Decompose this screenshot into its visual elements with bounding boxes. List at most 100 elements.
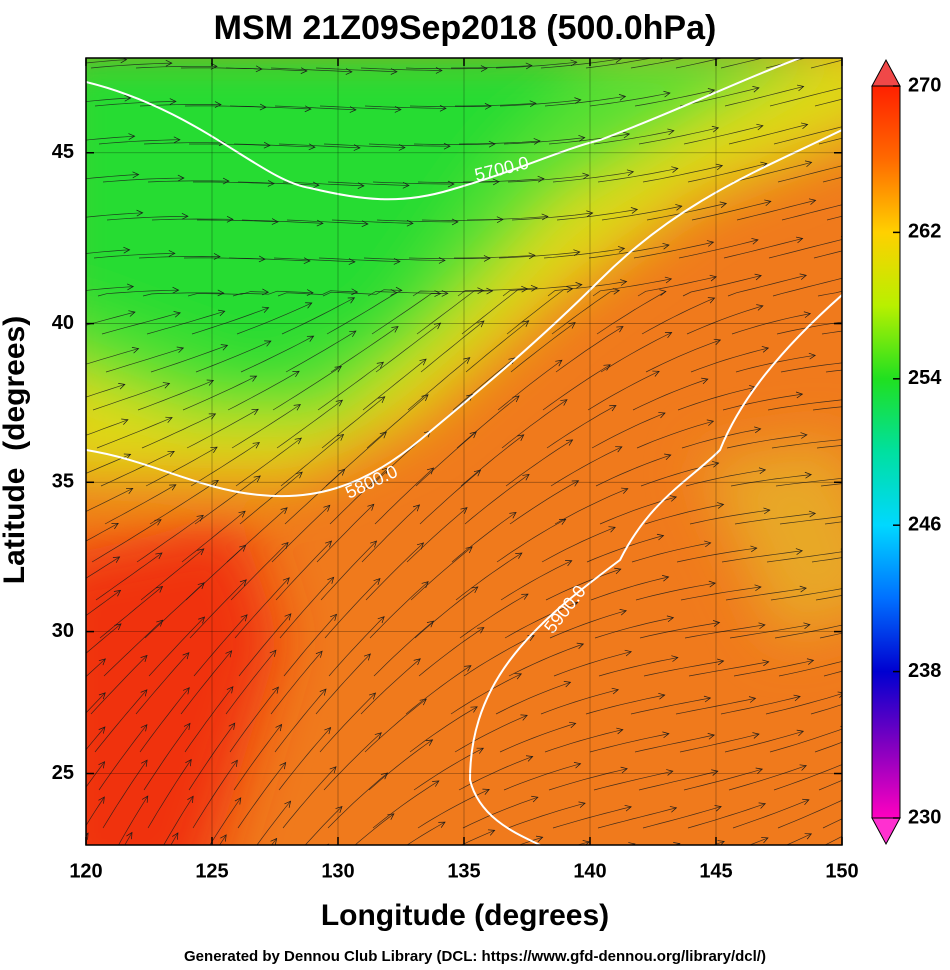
stream-arrow (477, 320, 485, 328)
stream-arrow (850, 318, 856, 324)
stream-arrow (570, 601, 579, 608)
stream-arrow (848, 621, 855, 627)
stream-arrow (658, 692, 666, 700)
stream-arrow (628, 842, 636, 845)
streamline (285, 330, 357, 373)
streamline (682, 275, 762, 297)
stream-arrow (528, 252, 536, 260)
stream-arrow (880, 899, 887, 905)
stream-arrow (98, 692, 106, 700)
streamline (97, 289, 179, 297)
stream-arrow (808, 352, 816, 360)
stream-arrow (570, 59, 578, 67)
stream-arrow (469, 431, 477, 439)
streamline (496, 518, 566, 563)
stream-arrow (329, 766, 337, 774)
stream-arrow (387, 813, 395, 820)
streamline (239, 471, 303, 525)
stream-arrow (708, 580, 716, 588)
streamline (189, 579, 247, 639)
streamline (418, 627, 485, 677)
streamline (495, 61, 577, 69)
streamline (540, 58, 622, 69)
stream-arrow (799, 585, 807, 593)
y-tick-label: 35 (52, 471, 74, 493)
stream-arrow (376, 361, 385, 369)
stream-arrow (451, 218, 459, 226)
streamline (596, 291, 667, 335)
stream-arrow (477, 627, 485, 634)
colorbar-min-arrow (871, 817, 901, 846)
y-tick-label: 30 (52, 620, 74, 642)
x-tick-label: 120 (69, 860, 102, 882)
streamline (686, 305, 764, 335)
streamline (552, 806, 632, 829)
stream-arrow (234, 797, 242, 805)
streamline (811, 557, 842, 563)
streamline (279, 577, 334, 639)
streamline (373, 620, 434, 677)
stream-arrow (488, 140, 496, 148)
streamline (229, 686, 279, 753)
streamline (369, 581, 429, 639)
streamline (688, 661, 769, 677)
streamline (416, 290, 484, 335)
stream-arrow (228, 722, 236, 730)
streamline (192, 759, 238, 829)
streamline (138, 256, 221, 259)
streamline (644, 504, 724, 525)
stream-arrow (140, 724, 148, 732)
streamline (551, 290, 620, 335)
stream-arrow (218, 309, 226, 317)
stream-arrow (373, 577, 381, 586)
streamline (769, 728, 842, 753)
stream-arrow (530, 284, 538, 292)
streamline (508, 643, 584, 677)
stream-arrow (703, 695, 712, 703)
streamline (320, 540, 377, 601)
streamline (233, 724, 282, 791)
streamline (589, 733, 669, 753)
streamline (150, 344, 228, 373)
streamline (274, 688, 327, 753)
streamline (278, 727, 331, 791)
streamline (187, 291, 269, 297)
stream-arrow (187, 795, 194, 803)
streamline (776, 321, 842, 335)
stream-arrow (563, 681, 572, 688)
streamline (820, 483, 842, 487)
streamline (94, 101, 176, 107)
stream-arrow (231, 759, 238, 767)
stream-arrow (335, 399, 344, 407)
stream-arrow (131, 347, 140, 354)
stream-arrow (582, 172, 590, 180)
streamline (677, 386, 756, 411)
streamline (821, 330, 842, 335)
stream-arrow (803, 622, 811, 629)
stream-arrow (323, 504, 331, 512)
streamline (826, 215, 842, 221)
stream-arrow (210, 446, 218, 453)
stream-arrow (471, 586, 479, 594)
streamline (462, 796, 539, 829)
streamline (727, 274, 807, 297)
streamline (147, 180, 230, 183)
streamline (137, 380, 214, 411)
streamline (278, 143, 360, 149)
stream-arrow (843, 761, 850, 767)
streamline (450, 673, 522, 715)
streamline (417, 789, 490, 829)
streamline (785, 833, 812, 845)
stream-arrow (652, 370, 660, 377)
streamline (241, 219, 323, 224)
stream-arrow (848, 830, 855, 835)
streamline (237, 762, 286, 829)
stream-arrow (796, 84, 805, 92)
streamline (465, 320, 529, 373)
streamline (95, 552, 163, 601)
streamline (86, 590, 121, 616)
streamline (94, 689, 148, 753)
stream-arrow (181, 213, 189, 220)
streamline (814, 98, 842, 107)
